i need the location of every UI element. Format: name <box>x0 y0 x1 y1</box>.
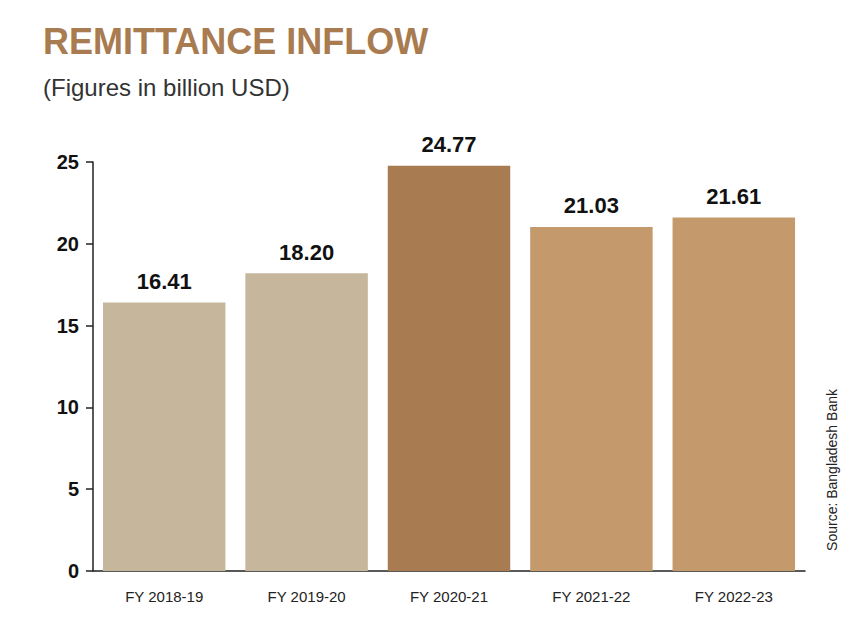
svg-text:18.20: 18.20 <box>279 240 334 265</box>
svg-text:21.61: 21.61 <box>706 184 761 209</box>
svg-text:16.41: 16.41 <box>137 269 192 294</box>
svg-text:5: 5 <box>68 478 79 500</box>
svg-text:20: 20 <box>57 233 79 255</box>
svg-text:15: 15 <box>57 315 79 337</box>
svg-text:(Figures in billion USD): (Figures in billion USD) <box>43 74 290 101</box>
svg-text:25: 25 <box>57 151 79 173</box>
svg-text:FY 2022-23: FY 2022-23 <box>695 588 773 605</box>
svg-text:FY 2021-22: FY 2021-22 <box>552 588 630 605</box>
svg-text:21.03: 21.03 <box>564 193 619 218</box>
svg-text:10: 10 <box>57 396 79 418</box>
svg-text:FY 2018-19: FY 2018-19 <box>125 588 203 605</box>
svg-text:FY 2019-20: FY 2019-20 <box>268 588 346 605</box>
svg-text:0: 0 <box>68 560 79 582</box>
svg-text:FY 2020-21: FY 2020-21 <box>410 588 488 605</box>
svg-text:24.77: 24.77 <box>421 132 476 157</box>
svg-text:REMITTANCE INFLOW: REMITTANCE INFLOW <box>43 21 428 62</box>
svg-text:Source: Bangladesh Bank: Source: Bangladesh Bank <box>824 388 840 551</box>
